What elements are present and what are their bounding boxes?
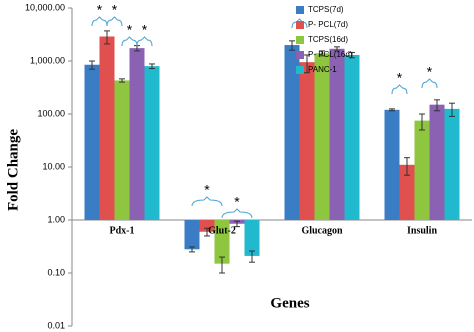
bar	[429, 104, 445, 220]
error-bar	[289, 40, 295, 51]
y-tick-label: 0.01	[47, 320, 65, 330]
y-tick-label: 100.00	[37, 108, 65, 118]
error-bar	[449, 102, 455, 117]
bar	[84, 64, 100, 220]
error-bar	[149, 63, 155, 70]
bar	[299, 62, 315, 220]
x-tick-label: Glut-2	[208, 225, 236, 236]
significance-star: *	[142, 22, 148, 38]
error-bar	[434, 99, 440, 112]
bar	[284, 45, 300, 220]
significance-bracket	[91, 16, 108, 27]
significance-bracket	[136, 36, 153, 47]
error-bar	[319, 50, 325, 57]
bar	[329, 48, 345, 220]
error-bar	[404, 157, 410, 176]
bar	[199, 220, 215, 232]
significance-bracket	[291, 18, 308, 29]
bar	[414, 120, 430, 220]
error-bar	[89, 60, 95, 70]
significance-star: *	[234, 194, 240, 210]
legend-label: TCPS(16d)	[308, 35, 348, 44]
error-bar	[334, 46, 340, 52]
x-axis-label: Genes	[270, 295, 309, 311]
significance-star: *	[112, 2, 118, 18]
legend-label: P- PCL(7d)	[308, 20, 348, 29]
significance-bracket	[391, 84, 408, 95]
y-tick-label: 0.10	[47, 267, 65, 277]
error-bar	[189, 246, 195, 253]
bar	[444, 108, 460, 220]
error-bar	[249, 250, 255, 263]
legend-swatch	[296, 21, 304, 29]
x-tick-label: Glucagon	[301, 225, 343, 236]
bar	[144, 66, 160, 220]
bar	[114, 80, 130, 220]
y-axis-label: Fold Change	[5, 129, 21, 211]
y-tick-label: 1.00	[47, 214, 65, 224]
significance-star: *	[127, 22, 133, 38]
significance-star: *	[97, 2, 103, 18]
error-bar	[304, 54, 310, 74]
significance-star: *	[204, 182, 210, 198]
bar	[314, 53, 330, 220]
error-bar	[219, 256, 225, 274]
significance-bracket	[121, 36, 138, 47]
bar	[184, 220, 200, 250]
legend-label: PANC-1	[308, 65, 337, 74]
legend-swatch	[296, 66, 304, 74]
y-tick-label: 10,000.00	[25, 2, 65, 12]
significance-bracket	[106, 16, 123, 27]
bar	[99, 36, 115, 220]
error-bar	[349, 51, 355, 59]
x-tick-label: Insulin	[407, 225, 437, 236]
significance-bracket	[191, 196, 223, 207]
y-tick-label: 10.00	[42, 161, 65, 171]
error-bar	[104, 30, 110, 45]
bar	[384, 109, 400, 220]
error-bar	[204, 227, 210, 237]
error-bar	[389, 108, 395, 112]
bar	[244, 220, 260, 256]
legend-label: TCPS(7d)	[308, 5, 344, 14]
legend-swatch	[296, 51, 304, 59]
significance-bracket	[221, 208, 253, 219]
bar	[214, 220, 230, 264]
significance-star: *	[397, 70, 403, 86]
error-bar	[419, 113, 425, 131]
y-tick-label: 1,000.00	[30, 55, 65, 65]
x-tick-label: Pdx-1	[110, 225, 135, 236]
bar	[344, 54, 360, 221]
bar	[129, 48, 145, 220]
error-bar	[119, 78, 125, 83]
legend-swatch	[296, 6, 304, 14]
significance-bracket	[421, 78, 438, 89]
error-bar	[234, 220, 240, 228]
bar	[399, 164, 415, 220]
significance-star: *	[427, 64, 433, 80]
legend-swatch	[296, 36, 304, 44]
legend-label: P- PCL(16d)	[308, 50, 353, 59]
